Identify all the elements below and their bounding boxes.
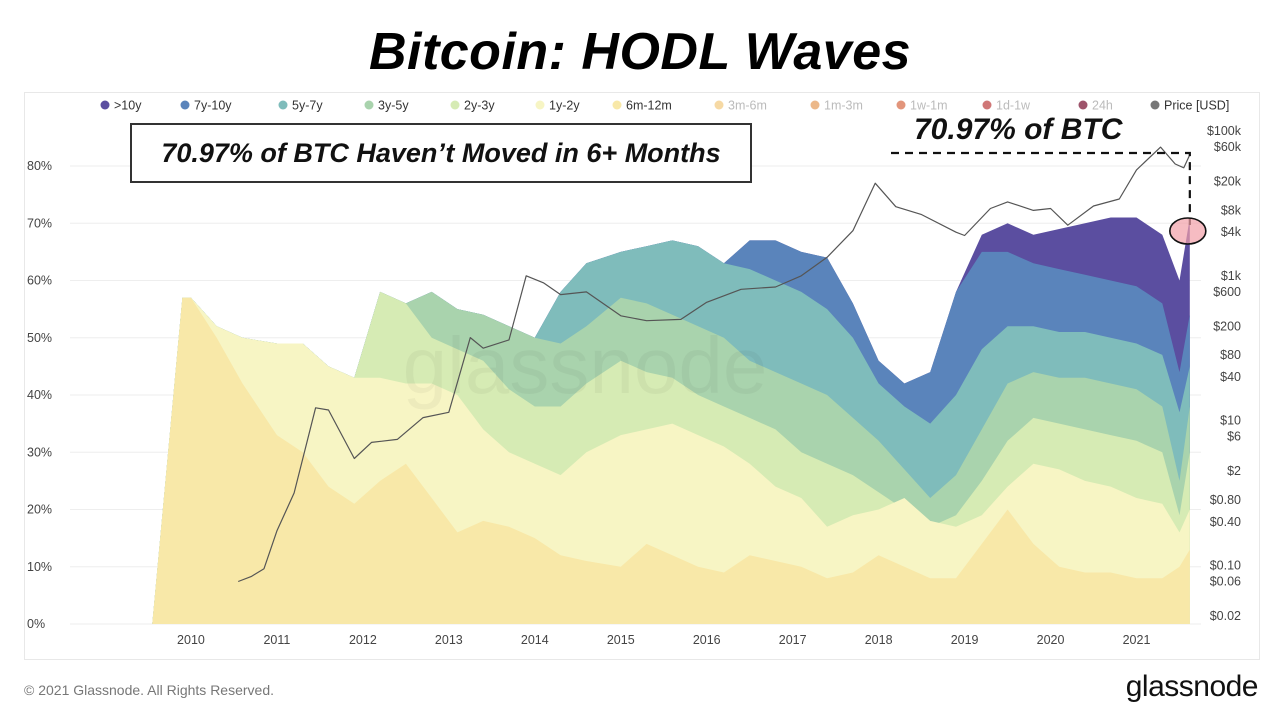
x-tick-label: 2018 bbox=[865, 633, 893, 647]
legend-label: 2y-3y bbox=[464, 99, 495, 113]
y-tick-label: 50% bbox=[27, 331, 52, 345]
watermark: glassnode bbox=[403, 321, 768, 410]
band-6m-12m bbox=[152, 297, 1190, 624]
legend-swatch-icon bbox=[1150, 100, 1160, 110]
y2-tick-label: $20k bbox=[1214, 175, 1242, 189]
y2-tick-label: $2 bbox=[1227, 464, 1241, 478]
x-tick-label: 2016 bbox=[693, 633, 721, 647]
legend-label: 3m-6m bbox=[728, 99, 767, 113]
copyright-text: © 2021 Glassnode. All Rights Reserved. bbox=[24, 682, 275, 698]
y-tick-label: 0% bbox=[27, 617, 45, 631]
callout-box: 70.97% of BTC Haven’t Moved in 6+ Months bbox=[130, 123, 752, 183]
legend-swatch-icon bbox=[810, 100, 820, 110]
page-title: Bitcoin: HODL Waves bbox=[368, 23, 912, 81]
legend-label: 1d-1w bbox=[996, 99, 1031, 113]
x-tick-label: 2014 bbox=[521, 633, 549, 647]
x-tick-label: 2021 bbox=[1123, 633, 1151, 647]
legend-item[interactable]: 1w-1m bbox=[896, 99, 948, 113]
y2-tick-label: $1k bbox=[1221, 269, 1242, 283]
legend-item[interactable]: Price [USD] bbox=[1150, 99, 1230, 113]
legend-swatch-icon bbox=[278, 100, 288, 110]
x-tick-label: 2011 bbox=[263, 633, 290, 647]
legend-label: 1m-3m bbox=[824, 99, 863, 113]
legend-item[interactable]: 24h bbox=[1078, 99, 1113, 113]
dashed-bracket bbox=[891, 151, 1191, 225]
x-tick-label: 2013 bbox=[435, 633, 463, 647]
legend-item[interactable]: 2y-3y bbox=[450, 99, 496, 113]
x-tick-label: 2017 bbox=[779, 633, 807, 647]
legend-label: 6m-12m bbox=[626, 99, 672, 113]
annotation bbox=[891, 151, 1207, 245]
legend-swatch-icon bbox=[982, 100, 992, 110]
y2-tick-label: $200 bbox=[1213, 319, 1241, 333]
legend-item[interactable]: 1d-1w bbox=[982, 99, 1032, 113]
legend-item[interactable]: 5y-7y bbox=[278, 99, 324, 113]
x-tick-label: 2019 bbox=[951, 633, 979, 647]
legend-label: 7y-10y bbox=[194, 99, 232, 113]
y2-tick-label: $10 bbox=[1220, 414, 1241, 428]
legend-swatch-icon bbox=[364, 100, 374, 110]
hodl-waves-chart: >10y 7y-10y 5y-7y 3y-5y 2y-3y 1y-2y 6m-12m 3m-6… bbox=[27, 99, 1242, 648]
y2-tick-label: $0.02 bbox=[1210, 609, 1241, 623]
y-tick-label: 40% bbox=[27, 388, 52, 402]
y2-tick-label: $0.80 bbox=[1210, 493, 1241, 507]
legend-swatch-icon bbox=[1078, 100, 1088, 110]
legend-label: 5y-7y bbox=[292, 99, 323, 113]
legend-item[interactable]: 1m-3m bbox=[810, 99, 863, 113]
legend-label: >10y bbox=[114, 99, 142, 113]
legend-item[interactable]: 7y-10y bbox=[180, 99, 233, 113]
price-series-line bbox=[237, 146, 1191, 583]
legend-swatch-icon bbox=[714, 100, 724, 110]
brand-logo: glassnode bbox=[1125, 670, 1259, 703]
legend-label: 1y-2y bbox=[549, 99, 580, 113]
y-tick-label: 70% bbox=[27, 216, 52, 230]
legend-item[interactable]: >10y bbox=[100, 99, 143, 113]
chart-panel: >10y 7y-10y 5y-7y 3y-5y 2y-3y 1y-2y 6m-12m 3m-6… bbox=[24, 92, 1260, 660]
x-tick-label: 2012 bbox=[349, 633, 377, 647]
x-tick-label: 2010 bbox=[177, 633, 205, 647]
y-axis-left: 0% 10% 20% 30% 40% 50% 60% 70% 80% bbox=[27, 159, 52, 631]
y2-tick-label: $0.06 bbox=[1210, 574, 1241, 588]
y2-tick-label: $6 bbox=[1227, 430, 1241, 444]
legend-label: 3y-5y bbox=[378, 99, 409, 113]
legend-swatch-icon bbox=[180, 100, 190, 110]
price-line bbox=[237, 146, 1191, 583]
y-tick-label: 10% bbox=[27, 560, 52, 574]
chart-legend: >10y 7y-10y 5y-7y 3y-5y 2y-3y 1y-2y 6m-12m 3m-6… bbox=[100, 99, 1230, 113]
y-tick-label: 30% bbox=[27, 445, 52, 459]
y2-tick-label: $0.40 bbox=[1210, 515, 1241, 529]
y-tick-label: 20% bbox=[27, 503, 52, 517]
y2-tick-label: $4k bbox=[1221, 225, 1242, 239]
y2-tick-label: $40 bbox=[1220, 370, 1241, 384]
y2-tick-label: $100k bbox=[1207, 124, 1242, 138]
legend-item[interactable]: 1y-2y bbox=[535, 99, 581, 113]
y2-tick-label: $8k bbox=[1221, 203, 1242, 217]
legend-label: 24h bbox=[1092, 99, 1113, 113]
y-axis-right: $100k $60k $20k $8k $4k $1k $600 $200 $80 $40 $10 $… bbox=[1207, 124, 1242, 623]
y2-tick-label: $80 bbox=[1220, 348, 1241, 362]
legend-swatch-icon bbox=[612, 100, 622, 110]
legend-label: Price [USD] bbox=[1164, 99, 1229, 113]
legend-item[interactable]: 3y-5y bbox=[364, 99, 410, 113]
legend-swatch-icon bbox=[535, 100, 545, 110]
y2-tick-label: $60k bbox=[1214, 140, 1242, 154]
x-tick-label: 2020 bbox=[1037, 633, 1065, 647]
y2-tick-label: $0.10 bbox=[1210, 558, 1241, 572]
legend-swatch-icon bbox=[450, 100, 460, 110]
legend-item[interactable]: 3m-6m bbox=[714, 99, 767, 113]
x-axis: 2010 2011 2012 2013 2014 2015 2016 2017 2018 2019… bbox=[177, 633, 1150, 647]
x-tick-label: 2015 bbox=[607, 633, 635, 647]
y-tick-label: 80% bbox=[27, 159, 52, 173]
y2-tick-label: $600 bbox=[1213, 285, 1241, 299]
legend-item[interactable]: 6m-12m bbox=[612, 99, 672, 113]
y-tick-label: 60% bbox=[27, 274, 52, 288]
highlight-ellipse bbox=[1169, 217, 1207, 245]
legend-swatch-icon bbox=[100, 100, 110, 110]
legend-swatch-icon bbox=[896, 100, 906, 110]
legend-label: 1w-1m bbox=[910, 99, 948, 113]
callout-label: 70.97% of BTC bbox=[914, 113, 1123, 146]
area-bands bbox=[152, 217, 1190, 624]
